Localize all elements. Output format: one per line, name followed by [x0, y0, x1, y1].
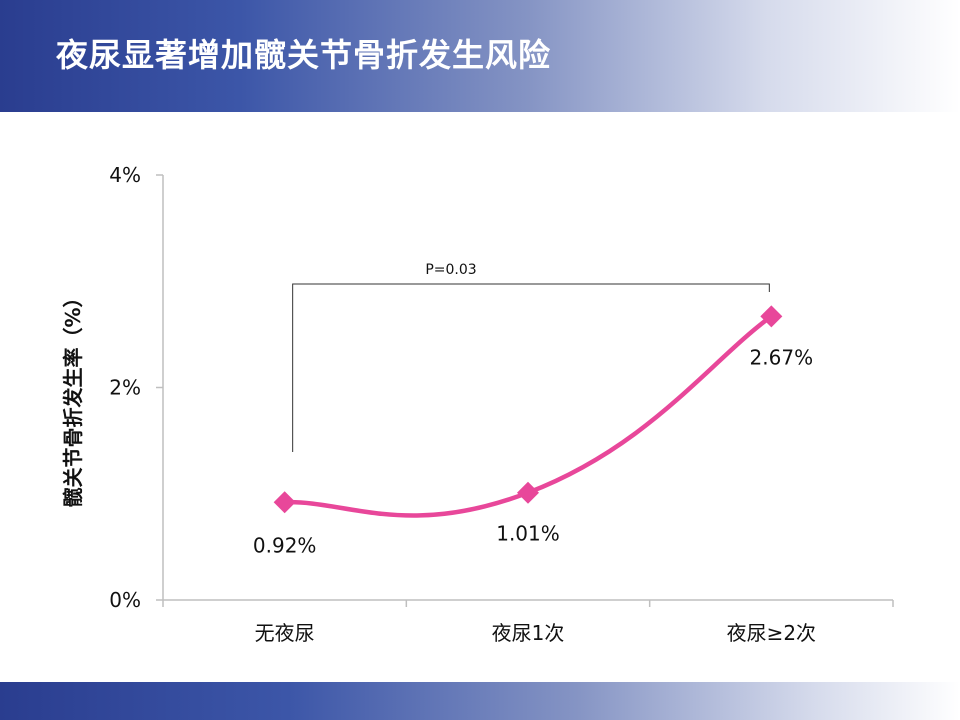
y-tick-label: 0%: [109, 588, 141, 612]
significance-bracket: [292, 283, 770, 452]
data-label: 1.01%: [496, 522, 560, 546]
y-axis-title: 髋关节骨折发生率（%）: [61, 287, 85, 507]
title-banner: 夜尿显著增加髋关节骨折发生风险: [0, 0, 960, 112]
data-label: 0.92%: [253, 533, 317, 557]
x-category-label: 夜尿1次: [492, 621, 565, 645]
p-value-label: P=0.03: [425, 262, 476, 278]
data-point-marker: [760, 305, 783, 328]
data-label: 2.67%: [750, 345, 814, 369]
y-tick-label: 2%: [109, 376, 141, 400]
x-category-label: 无夜尿: [255, 621, 315, 645]
x-category-label: 夜尿≥2次: [727, 621, 816, 645]
y-tick-label: 4%: [109, 163, 141, 187]
data-point-marker: [273, 491, 296, 514]
footer-banner: [0, 682, 960, 720]
data-point-marker: [517, 481, 539, 504]
slide-title: 夜尿显著增加髋关节骨折发生风险: [56, 36, 552, 74]
